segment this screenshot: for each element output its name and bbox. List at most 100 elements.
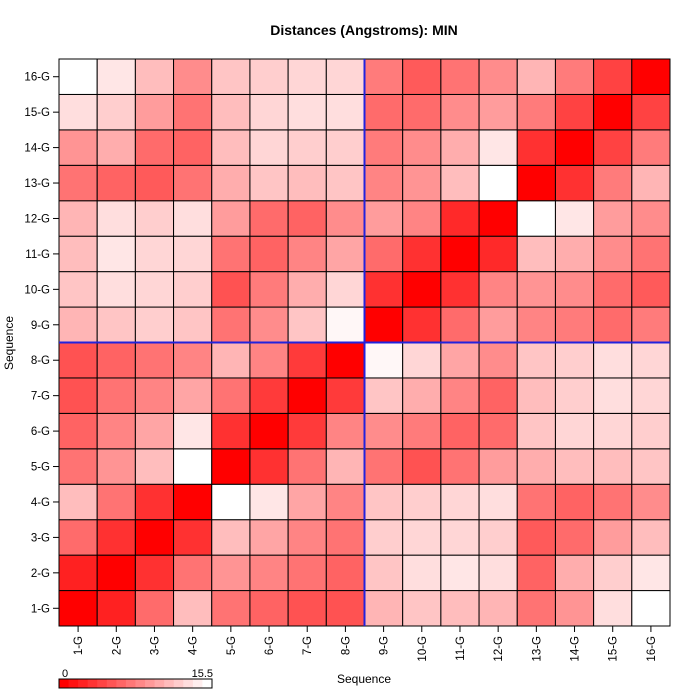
heatmap-cell — [96, 306, 136, 343]
heatmap-cell — [516, 448, 556, 485]
heatmap-cell — [440, 129, 480, 166]
color-legend: 0 15.5 — [58, 668, 213, 689]
heatmap-cell — [249, 164, 289, 202]
heatmap-cell — [631, 590, 671, 627]
heatmap-cell — [440, 448, 480, 485]
heatmap-cell — [325, 412, 365, 450]
y-tick-label: 6-G — [31, 426, 50, 438]
heatmap-cell — [96, 590, 136, 627]
heatmap-cell — [173, 554, 213, 592]
heatmap-cell — [478, 519, 518, 556]
x-tick-label: 3-G — [149, 636, 161, 655]
heatmap-cell — [134, 271, 175, 308]
heatmap-cell — [325, 554, 365, 592]
legend-swatch — [78, 679, 89, 688]
heatmap-cell — [364, 200, 404, 237]
heatmap-cell — [211, 200, 251, 237]
heatmap-cell — [249, 483, 289, 521]
heatmap-cell — [402, 342, 442, 379]
heatmap-cell — [173, 200, 213, 237]
heatmap-cell — [287, 590, 327, 627]
heatmap-cell — [478, 93, 518, 131]
heatmap-cell — [593, 483, 633, 521]
heatmap-cell — [631, 306, 671, 343]
heatmap-cell — [440, 483, 480, 521]
legend-swatch — [202, 679, 213, 688]
heatmap-cell — [402, 271, 442, 308]
heatmap-cell — [402, 235, 442, 273]
x-tick-label: 1-G — [73, 636, 85, 655]
legend-swatch — [97, 679, 108, 688]
heatmap-cell — [402, 377, 442, 414]
heatmap-cell — [325, 519, 365, 556]
x-tick-label: 8-G — [340, 636, 352, 655]
heatmap-cell — [58, 483, 98, 521]
heatmap-cell — [364, 554, 404, 592]
heatmap-cell — [364, 235, 404, 273]
heatmap-cell — [554, 448, 595, 485]
heatmap-cell — [96, 519, 136, 556]
heatmap-cell — [402, 554, 442, 592]
heatmap-cell — [364, 590, 404, 627]
heatmap-cell — [58, 164, 98, 202]
y-tick-label: 8-G — [31, 355, 50, 367]
heatmap-cell — [134, 554, 175, 592]
heatmap-cell — [364, 448, 404, 485]
heatmap-cell — [325, 448, 365, 485]
heatmap-cell — [478, 58, 518, 95]
y-tick-label: 2-G — [31, 568, 50, 580]
heatmap-cell — [287, 271, 327, 308]
heatmap-cell — [249, 342, 289, 379]
y-tick-label: 9-G — [31, 320, 50, 332]
heatmap-cell — [134, 377, 175, 414]
heatmap-cell — [631, 448, 671, 485]
heatmap-cell — [440, 590, 480, 627]
heatmap-cell — [440, 164, 480, 202]
heatmap-cell — [249, 129, 289, 166]
heatmap-cell — [134, 58, 175, 95]
heatmap-cell — [249, 58, 289, 95]
heatmap-cell — [402, 200, 442, 237]
heatmap-cell — [364, 93, 404, 131]
heatmap-cell — [554, 342, 595, 379]
heatmap-cell — [134, 483, 175, 521]
x-tick-label: 14-G — [570, 636, 582, 662]
heatmap-cell — [478, 448, 518, 485]
heatmap-cell — [325, 58, 365, 95]
heatmap-cell — [593, 235, 633, 273]
heatmap-cell — [287, 164, 327, 202]
heatmap-cell — [134, 590, 175, 627]
legend-swatch — [192, 679, 203, 688]
heatmap-cell — [134, 342, 175, 379]
heatmap-cell — [631, 235, 671, 273]
legend-max-label: 15.5 — [192, 668, 213, 680]
heatmap-cell — [211, 412, 251, 450]
heatmap-cell — [631, 519, 671, 556]
x-axis-ticks: 1-G 2-G 3-G 4-G 5-G 6-G 7-G 8-G 9-G 10-G 11-G 12-G 1… — [73, 626, 658, 662]
heatmap-cell — [96, 448, 136, 485]
heatmap-cell — [58, 271, 98, 308]
heatmap-cell — [364, 306, 404, 343]
heatmap-cell — [631, 93, 671, 131]
heatmap-cell — [631, 58, 671, 95]
heatmap-cell — [593, 129, 633, 166]
y-axis-label: Sequence — [2, 316, 16, 370]
heatmap-cell — [173, 235, 213, 273]
heatmap-cell — [287, 200, 327, 237]
heatmap-cell — [440, 342, 480, 379]
heatmap-cell — [134, 93, 175, 131]
legend-swatch — [173, 679, 184, 688]
heatmap-cell — [631, 554, 671, 592]
heatmap-cell — [554, 58, 595, 95]
heatmap-cell — [58, 554, 98, 592]
heatmap-cell — [516, 412, 556, 450]
heatmap-cell — [593, 58, 633, 95]
heatmap-cell — [134, 306, 175, 343]
heatmap-cell — [593, 93, 633, 131]
heatmap-cell — [516, 590, 556, 627]
heatmap-cell — [58, 412, 98, 450]
heatmap-cell — [554, 271, 595, 308]
heatmap-cell — [554, 164, 595, 202]
heatmap-cell — [211, 306, 251, 343]
heatmap-cell — [287, 448, 327, 485]
